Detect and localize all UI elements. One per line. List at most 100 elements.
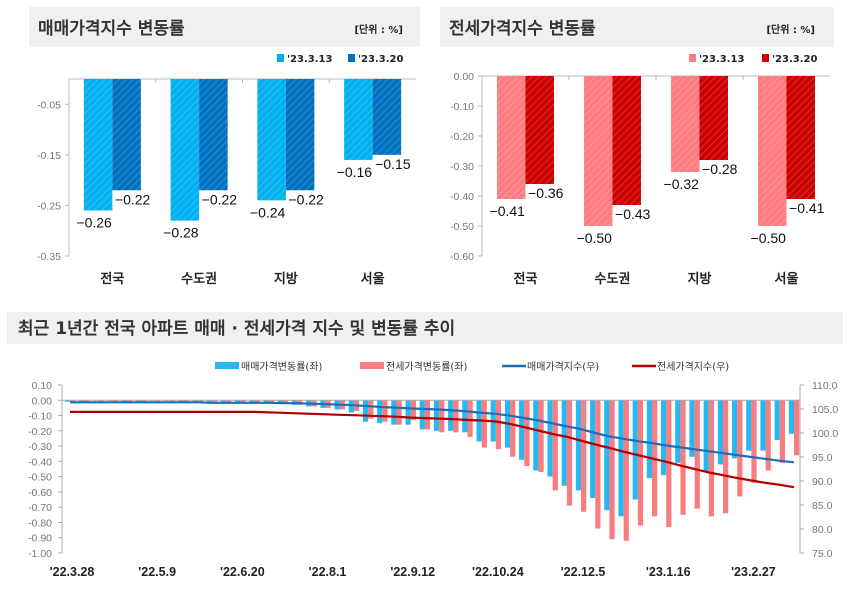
legend-swatch [215, 362, 239, 369]
legend-label: '23.3.20 [358, 54, 403, 65]
bar [519, 400, 525, 460]
bar [467, 400, 473, 437]
left-tick-label: -0.30 [28, 441, 52, 453]
data-label: −0.24 [250, 204, 286, 220]
bar [533, 400, 539, 471]
bar-hatch [257, 79, 286, 201]
y-tick-label: 0.00 [454, 71, 475, 83]
bar-hatch [199, 79, 228, 191]
category-label: 수도권 [181, 272, 217, 287]
category-label: 지방 [688, 271, 712, 287]
bar [632, 400, 638, 500]
title-box [440, 7, 834, 47]
legend-label: '23.3.20 [772, 54, 817, 65]
right-tick-label: 90.0 [812, 476, 833, 488]
bar [78, 400, 85, 402]
bar [206, 400, 212, 402]
y-tick-label: -0.40 [450, 191, 474, 203]
bar [590, 400, 596, 499]
trend-chart: 최근 1년간 전국 아파트 매매 · 전세가격 지수 및 변동률 추이 매매가격… [7, 312, 843, 579]
legend-label: 매매가격변동률(좌) [241, 360, 323, 373]
bar-hatch [170, 79, 200, 221]
category-label: 서울 [775, 271, 799, 287]
bar [765, 400, 771, 471]
data-label: −0.22 [202, 191, 238, 207]
bar [197, 400, 203, 402]
bar [774, 400, 780, 440]
y-tick-label: -0.05 [37, 99, 61, 111]
bar [382, 400, 388, 422]
right-tick-label: 110.0 [812, 380, 838, 392]
bar [794, 400, 800, 456]
bar [169, 400, 175, 402]
jeonse-change-chart: 전세가격지수 변동률 [단위 : %] '23.3.13 '23.3.20 0.… [440, 7, 834, 287]
right-tick-label: 105.0 [812, 404, 838, 416]
category-label: 지방 [274, 271, 298, 287]
bar [732, 400, 738, 459]
bar [623, 400, 629, 541]
y-tick-label: -0.30 [450, 161, 474, 173]
bar [708, 400, 715, 517]
bar [481, 400, 487, 448]
left-tick-label: -0.90 [28, 533, 52, 545]
bar-hatch [83, 79, 113, 211]
bar [410, 400, 416, 421]
right-tick-label: 95.0 [812, 452, 833, 464]
bar [462, 400, 468, 433]
bar-hatch [584, 76, 613, 226]
bar [737, 400, 743, 497]
bar [64, 400, 70, 402]
y-tick-label: -0.60 [450, 251, 474, 263]
category-label: 수도권 [595, 272, 631, 287]
x-tick-label: '22.10.24 [472, 565, 524, 579]
bar [448, 400, 454, 431]
bar-hatch [344, 79, 373, 160]
bar [703, 400, 709, 473]
left-tick-label: -0.60 [28, 487, 52, 499]
bar [140, 400, 147, 402]
bar [433, 400, 440, 431]
bar [717, 400, 724, 465]
bar [609, 400, 615, 540]
bar [211, 400, 218, 402]
bar [779, 400, 786, 463]
x-tick-label: '22.3.28 [50, 565, 95, 579]
bar [282, 400, 289, 404]
title-box [7, 312, 843, 344]
bar [595, 400, 601, 529]
bar-hatch [699, 76, 728, 160]
plot-area: -0.05-0.15-0.25-0.35전국−0.26−0.22수도권−0.28… [37, 78, 416, 287]
plot-area: 0.00 -0.10 -0.20 -0.30 -0.40 -0.50 -0.60 전국 −0.4… [450, 71, 830, 287]
right-tick-label: 100.0 [812, 428, 838, 440]
bar [666, 400, 672, 528]
right-tick-label: 80.0 [812, 524, 833, 536]
bar [575, 400, 582, 491]
bar [552, 400, 558, 491]
bar [183, 400, 189, 402]
bar [618, 400, 624, 517]
bar-hatch [786, 76, 815, 199]
category-label: 전국 [514, 271, 538, 287]
data-label: −0.15 [375, 156, 411, 172]
bar [661, 400, 667, 476]
bar [419, 400, 425, 430]
x-tick-label: '22.12.5 [561, 565, 606, 579]
legend-swatch [360, 362, 384, 369]
bar [121, 400, 127, 402]
legend-swatch [277, 54, 284, 62]
bar [424, 400, 431, 430]
bar [723, 400, 729, 514]
data-label: −0.16 [337, 164, 373, 180]
bar [396, 400, 402, 425]
legend-label: 전세가격지수(우) [657, 360, 729, 373]
title-box [29, 7, 420, 47]
x-tick-label: '23.1.16 [646, 565, 691, 579]
bar [788, 400, 794, 434]
bar [405, 400, 411, 425]
x-tick-label: '22.6.20 [220, 565, 265, 579]
bar [604, 400, 610, 511]
bar [566, 400, 573, 506]
bar [277, 400, 283, 404]
y-tick-label: -0.50 [450, 221, 474, 233]
